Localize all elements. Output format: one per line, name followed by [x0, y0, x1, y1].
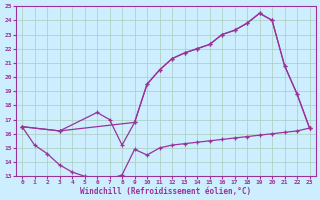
- X-axis label: Windchill (Refroidissement éolien,°C): Windchill (Refroidissement éolien,°C): [80, 187, 252, 196]
